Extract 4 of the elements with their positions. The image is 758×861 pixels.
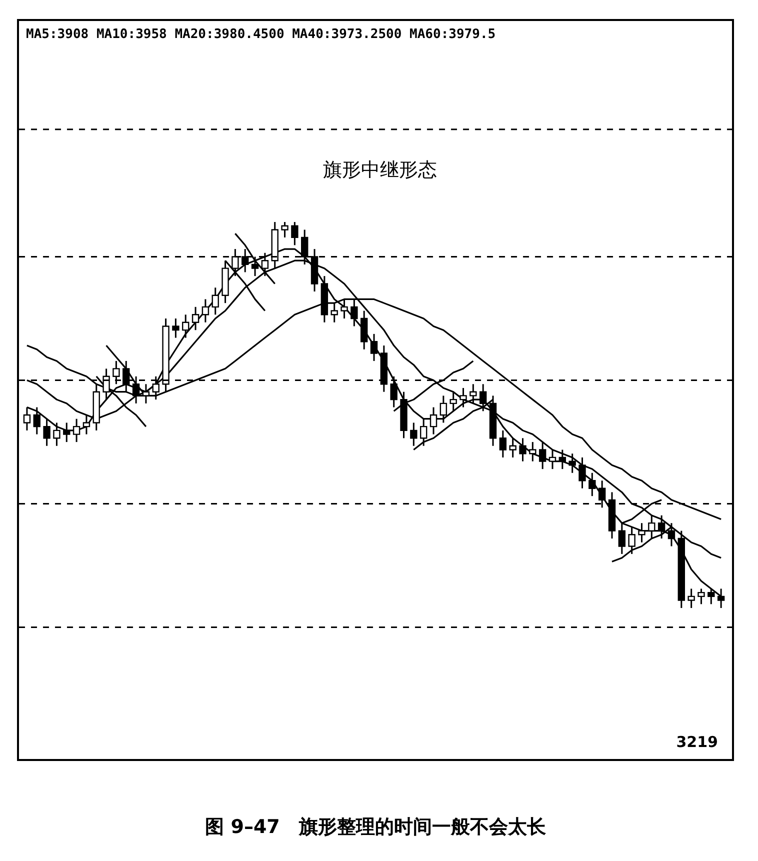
text: MA5:3908 MA10:3958 MA20:3980.4500 MA40:3973.2500 MA60:3979.5 — [26, 27, 496, 42]
text: 图 9–47 旗形整理的时间一般不会太长 — [205, 816, 547, 838]
text: 旗形中继形态 — [323, 159, 437, 181]
text: 3219 — [676, 733, 718, 751]
